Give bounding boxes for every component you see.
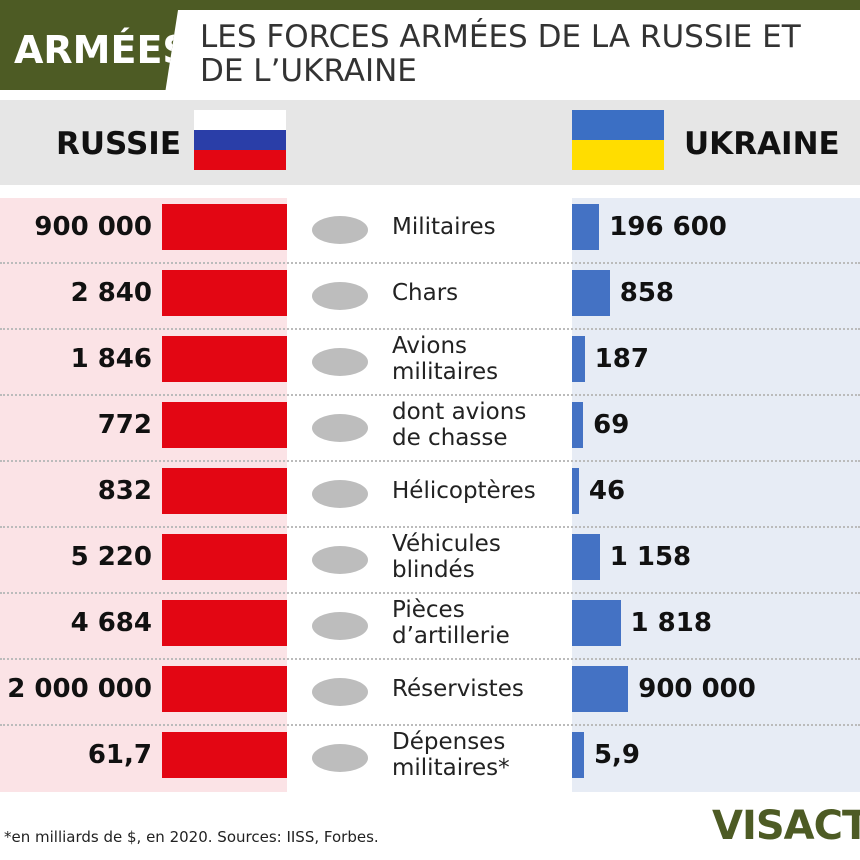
flag-ukraine	[572, 110, 664, 170]
row: Avions militaires 1 846 187	[0, 330, 860, 396]
value-label-russia: 772	[97, 410, 152, 440]
icon	[312, 678, 368, 706]
row: Militaires 900 000 196 600	[0, 198, 860, 264]
row: dont avions de chasse 772 69	[0, 396, 860, 462]
icon	[312, 744, 368, 772]
row: Réservistes 2 000 000 900 000	[0, 660, 860, 726]
icon	[312, 612, 368, 640]
value-label-ukraine: 46	[588, 476, 626, 506]
bar-ukraine	[572, 204, 600, 250]
category-label: Dépenses militaires*	[392, 729, 510, 781]
bar-russia	[162, 204, 287, 250]
value-label-russia: 832	[97, 476, 152, 506]
value-label-ukraine: 1 158	[609, 542, 692, 572]
row: Hélicoptères 832 46	[0, 462, 860, 528]
icon	[312, 480, 368, 508]
bar-russia	[162, 270, 287, 316]
value-label-russia: 1 846	[70, 344, 152, 374]
value-label-russia: 2 000 000	[7, 674, 152, 704]
value-label-ukraine: 1 818	[630, 608, 712, 638]
bar-ukraine	[572, 468, 579, 514]
logo: VISACTU	[712, 803, 860, 849]
bar-russia	[162, 732, 287, 778]
category-label: Pièces d’artillerie	[392, 597, 510, 649]
category-label: Chars	[392, 280, 459, 306]
value-label-russia: 900 000	[34, 212, 152, 242]
icon	[312, 216, 368, 244]
bar-russia	[162, 600, 287, 646]
value-label-ukraine: 196 600	[609, 212, 727, 242]
rows: Militaires 900 000 196 600 Chars 2 840 858 Avi…	[0, 198, 860, 792]
bar-ukraine	[572, 666, 629, 712]
top-line	[0, 0, 860, 10]
footnote: *en milliards de $, en 2020. Sources: II…	[4, 828, 379, 846]
legend-russia: RUSSIE	[56, 126, 182, 162]
bar-ukraine	[572, 402, 584, 448]
bar-russia	[162, 336, 287, 382]
header-band	[0, 100, 860, 185]
bar-russia	[162, 666, 287, 712]
value-label-ukraine: 900 000	[638, 674, 756, 704]
tag: ARMÉES	[0, 10, 178, 90]
legend-ukraine: UKRAINE	[684, 126, 840, 162]
value-label-russia: 4 684	[70, 608, 152, 638]
row: Chars 2 840 858	[0, 264, 860, 330]
icon	[312, 414, 368, 442]
row: Véhicules blindés 5 220 1 158	[0, 528, 860, 594]
category-label: Hélicoptères	[392, 478, 536, 504]
row: Dépenses militaires* 61,7 5,9	[0, 726, 860, 792]
flag-russia	[194, 110, 286, 170]
bar-ukraine	[572, 270, 610, 316]
row: Pièces d’artillerie 4 684 1 818	[0, 594, 860, 660]
bar-ukraine	[572, 534, 600, 580]
icon	[312, 282, 368, 310]
category-label: Réservistes	[392, 676, 524, 702]
category-label: Avions militaires	[392, 333, 499, 385]
category-label: dont avions de chasse	[392, 399, 527, 451]
value-label-russia: 5 220	[70, 542, 152, 572]
bar-russia	[162, 534, 287, 580]
value-label-ukraine: 5,9	[593, 740, 640, 770]
bar-russia	[162, 468, 287, 514]
value-label-russia: 2 840	[70, 278, 152, 308]
icon	[312, 546, 368, 574]
value-label-russia: 61,7	[87, 740, 152, 770]
category-label: Véhicules blindés	[392, 531, 501, 583]
bar-russia	[162, 402, 287, 448]
bar-ukraine	[572, 336, 585, 382]
value-label-ukraine: 858	[619, 278, 675, 308]
value-label-ukraine: 187	[594, 344, 649, 374]
value-label-ukraine: 69	[593, 410, 630, 440]
bar-ukraine	[572, 600, 621, 646]
bar-ukraine	[572, 732, 584, 778]
icon	[312, 348, 368, 376]
title: LES FORCES ARMÉES DE LA RUSSIE ET DE L’U…	[200, 19, 801, 89]
category-label: Militaires	[392, 214, 496, 240]
